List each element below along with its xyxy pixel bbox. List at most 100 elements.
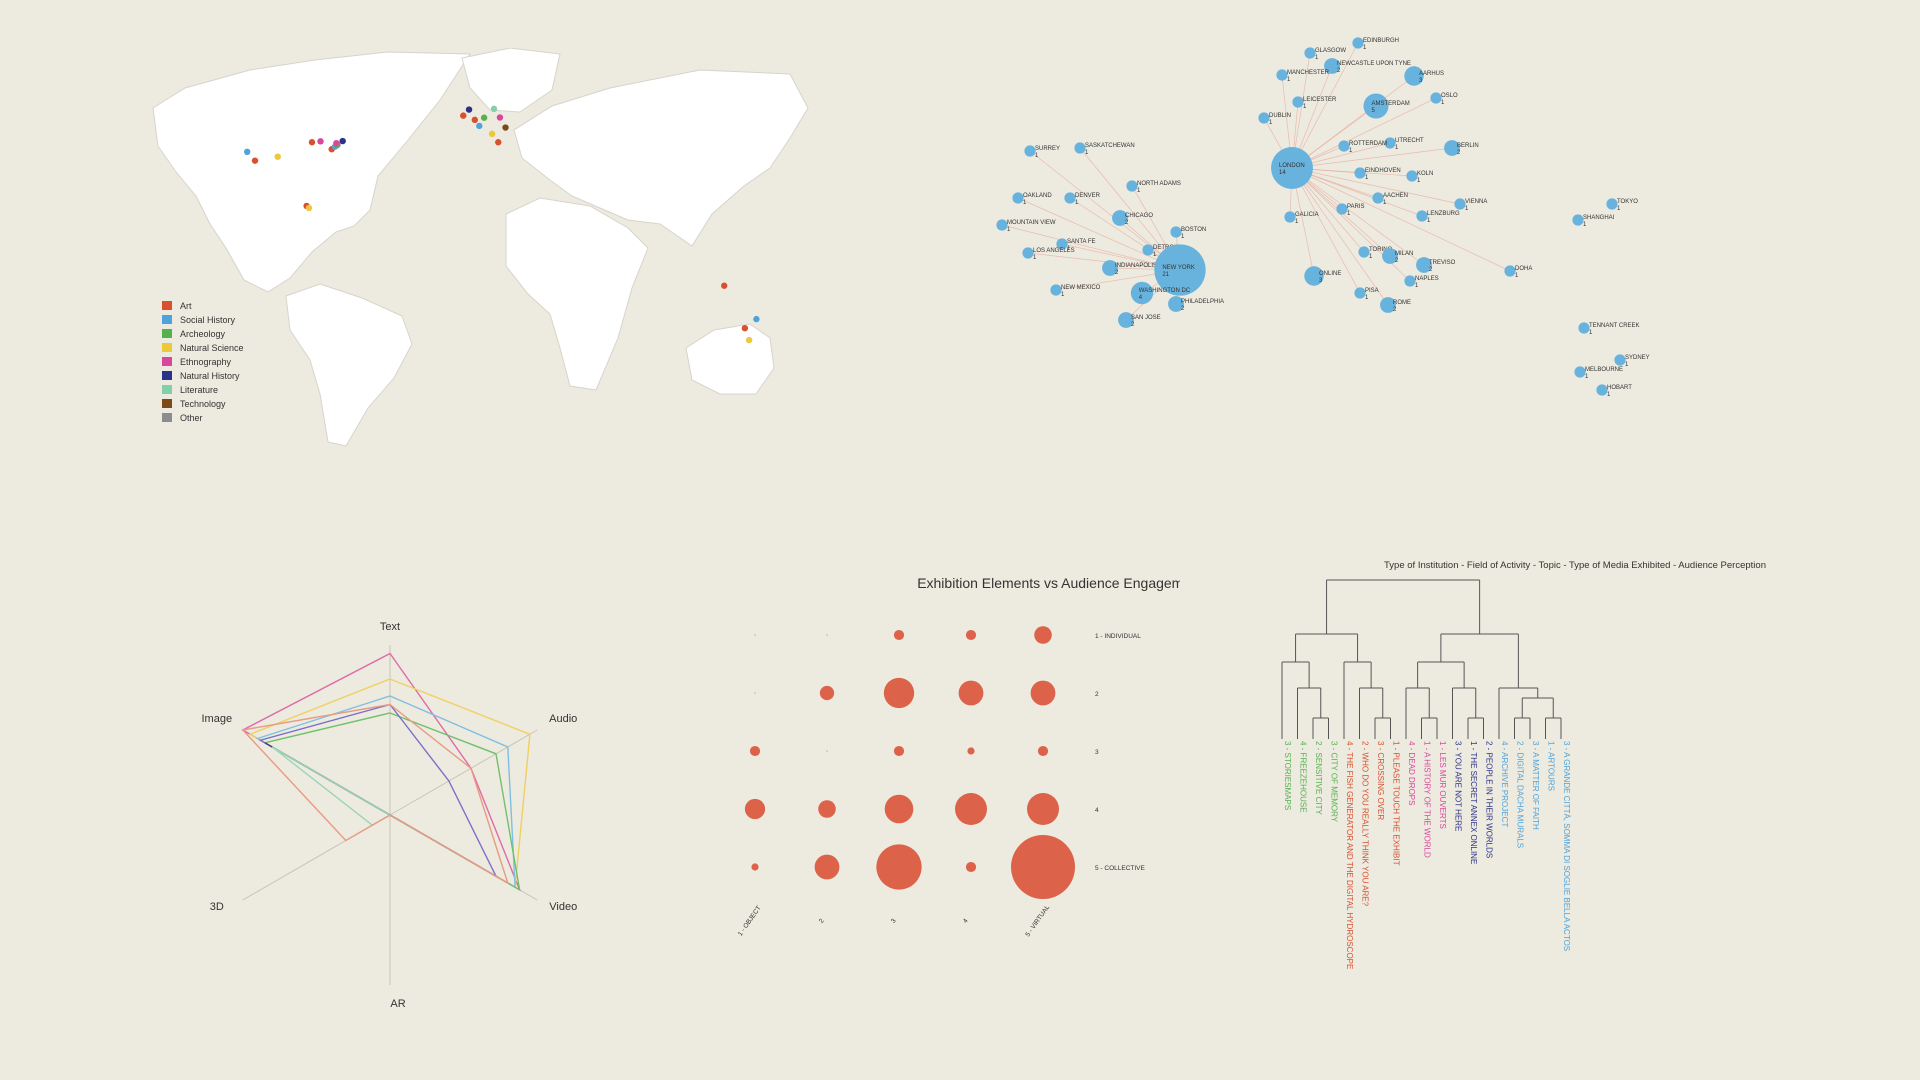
- legend-swatch: [162, 385, 172, 394]
- legend-label: Natural Science: [180, 343, 244, 353]
- network-node-label: INDIANAPOLIS: [1115, 263, 1157, 269]
- network-node: [1336, 203, 1348, 215]
- network-node-label: ROTTERDAM: [1349, 141, 1387, 147]
- network-node-value: 2: [1429, 267, 1433, 273]
- bubble: [884, 794, 914, 824]
- network-node-label: NEW MEXICO: [1061, 285, 1101, 291]
- dendrogram-tree: [1281, 579, 1562, 735]
- network-node-label: PISA: [1365, 288, 1379, 294]
- network-node-label: SAN JOSE: [1131, 315, 1161, 321]
- map-point: [495, 139, 502, 146]
- radar-series-line: [258, 703, 498, 878]
- legend-swatch: [162, 315, 172, 324]
- network-node-label: MOUNTAIN VIEW: [1007, 220, 1056, 226]
- bubble-y-label: 4: [1095, 807, 1099, 814]
- legend-swatch: [162, 301, 172, 310]
- network-node-label: NAPLES: [1415, 276, 1439, 282]
- network-link: [1291, 167, 1511, 272]
- network-node-value: 14: [1279, 170, 1286, 176]
- network-node-value: 1: [1315, 55, 1319, 61]
- network-node-value: 1: [1383, 200, 1387, 206]
- network-node-label: EDINBURGH: [1363, 38, 1399, 44]
- bubble: [893, 745, 905, 757]
- map-point: [317, 138, 324, 145]
- network-node-label: WASHINGTON DC: [1139, 288, 1191, 294]
- network-node-value: 1: [1415, 283, 1419, 289]
- dendrogram-chart: Type of Institution - Field of Activity …: [1281, 560, 1766, 969]
- radar-axis-label: Audio: [549, 713, 577, 725]
- dendrogram-leaf-label: 3 - A MATTER OF FAITH: [1531, 741, 1540, 830]
- network-node-label: VIENNA: [1465, 199, 1487, 205]
- bubble-matrix-chart: Exhibition Elements vs Audience Engageme…: [737, 575, 1180, 938]
- continents: [152, 48, 809, 447]
- network-node-value: 1: [1349, 148, 1353, 154]
- network-node-label: EINDHOVEN: [1365, 168, 1401, 174]
- network-node-value: 1: [1625, 362, 1629, 368]
- network-node: [1572, 214, 1584, 226]
- world-map-chart: Art Social History Archeology Natural Scien…: [152, 48, 809, 447]
- network-node: [1284, 211, 1296, 223]
- network-node-value: 1: [1515, 273, 1519, 279]
- map-point: [741, 325, 749, 332]
- network-node-label: LONDON: [1279, 163, 1305, 169]
- network-node-label: AMSTERDAM: [1371, 101, 1409, 107]
- network-link: [1291, 167, 1423, 217]
- bubble: [965, 861, 977, 873]
- network-node-value: 1: [1465, 206, 1469, 212]
- dendrogram-leaf-label: 4 - THE FISH GENERATOR AND THE DIGITAL H…: [1345, 741, 1354, 969]
- network-node: [1304, 266, 1324, 286]
- legend-label: Natural History: [180, 371, 240, 381]
- network-node: [1606, 198, 1618, 210]
- network-node-value: 2: [1457, 150, 1461, 156]
- network-node: [1406, 170, 1418, 182]
- radar-axis-label: 3D: [210, 901, 224, 913]
- bubble-x-label: 3: [890, 917, 898, 924]
- bubble-y-label: 5 - COLLECTIVE: [1095, 865, 1146, 872]
- network-link: [1017, 197, 1181, 271]
- dendrogram-leaf-label: 3 - STORIESMAPS: [1283, 741, 1292, 810]
- radar-axis: [389, 729, 538, 816]
- bubble-y-label: 3: [1095, 749, 1099, 756]
- network-node-value: 2: [1181, 306, 1185, 312]
- network-nodes: SURREY1SASKATCHEWAN1OAKLAND1DENVER1NORTH…: [996, 37, 1650, 398]
- map-point: [745, 336, 753, 344]
- network-node-label: OSLO: [1441, 93, 1458, 99]
- network-link: [1291, 97, 1437, 169]
- network-node-label: BOSTON: [1181, 227, 1206, 233]
- network-node: [1154, 244, 1206, 296]
- bubble: [883, 677, 915, 709]
- dendrogram-leaf-label: 4 - ARCHIVE PROJECT: [1500, 741, 1509, 827]
- network-node: [1024, 145, 1036, 157]
- network-node: [1292, 96, 1304, 108]
- network-node-value: 1: [1589, 330, 1593, 336]
- network-node-label: ROME: [1393, 300, 1411, 306]
- bubble: [819, 685, 835, 701]
- network-node: [1258, 112, 1270, 124]
- dendrogram-leaf-label: 3 - A GRANDE CITTÀ, SOMMA DI SOGLIE BELL…: [1562, 741, 1571, 951]
- legend-swatch: [162, 371, 172, 380]
- dendrogram-leaf-label: 2 - WHO DO YOU REALLY THINK YOU ARE?: [1361, 741, 1370, 907]
- network-node-value: 1: [1347, 211, 1351, 217]
- network-node-value: 1: [1295, 219, 1299, 225]
- radar-axis-label: Video: [549, 901, 577, 913]
- network-node: [1074, 142, 1086, 154]
- legend-label: Technology: [180, 399, 226, 409]
- network-node: [1354, 167, 1366, 179]
- network-node: [1271, 147, 1313, 189]
- network-node: [1454, 198, 1466, 210]
- network-node: [1064, 192, 1076, 204]
- map-point: [460, 112, 467, 119]
- network-node-value: 1: [1007, 227, 1011, 233]
- network-node-label: DOHA: [1515, 266, 1532, 272]
- network-node-label: SASKATCHEWAN: [1085, 143, 1135, 149]
- legend-label: Social History: [180, 315, 236, 325]
- network-node: [1012, 192, 1024, 204]
- legend-label: Art: [180, 301, 192, 311]
- network-node-label: MELBOURNE: [1585, 367, 1623, 373]
- network-node-label: NORTH ADAMS: [1137, 181, 1181, 187]
- bubble: [826, 750, 828, 752]
- network-node-value: 2: [1393, 307, 1397, 313]
- network-link: [1291, 167, 1361, 294]
- network-node: [1404, 275, 1416, 287]
- dendrogram-leaf-label: 1 - A HISTORY OF THE WORLD: [1423, 741, 1432, 858]
